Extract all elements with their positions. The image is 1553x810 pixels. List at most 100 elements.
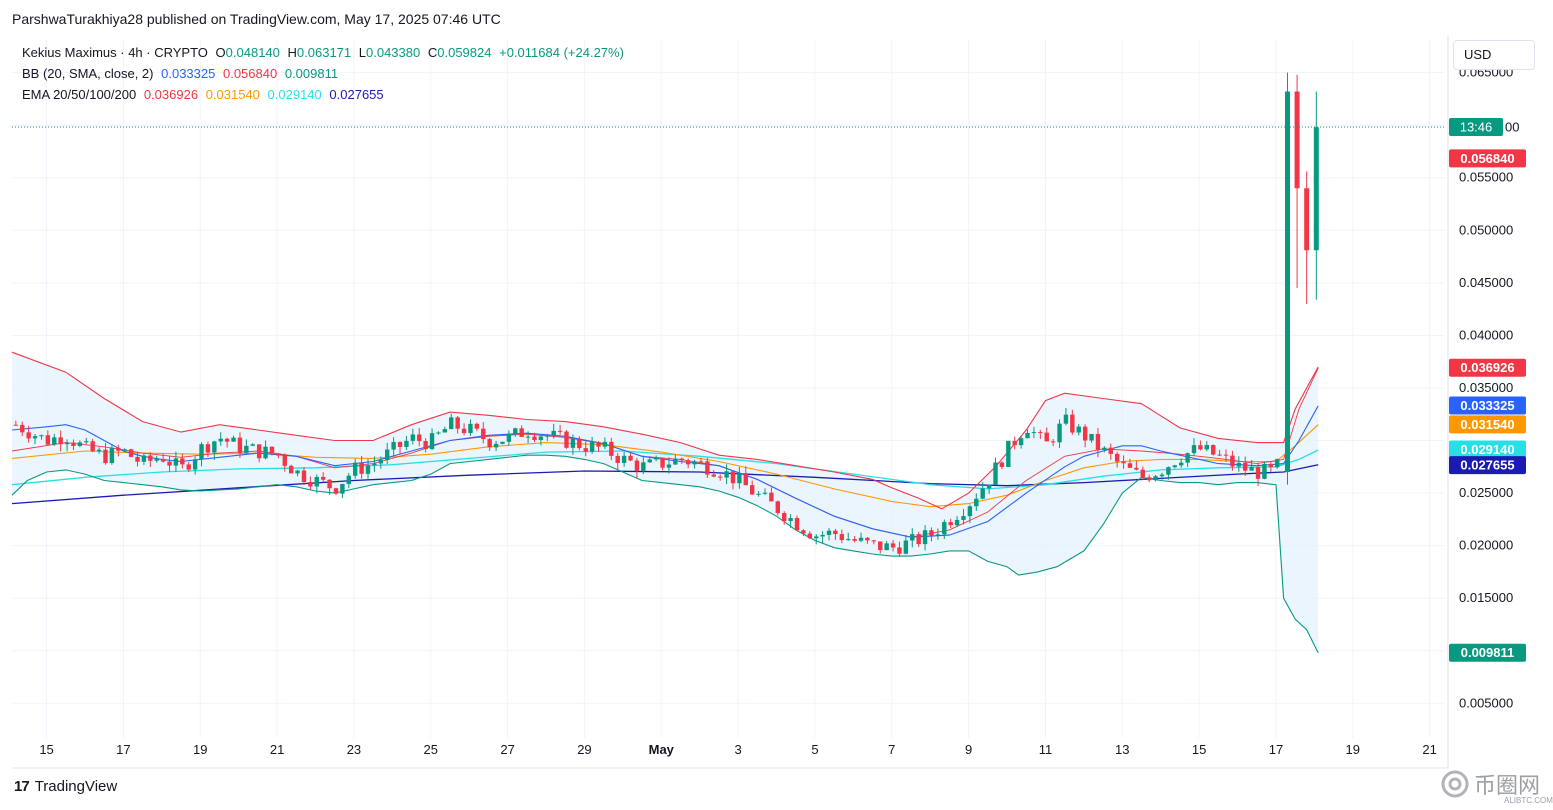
candle-body bbox=[353, 462, 358, 476]
tradingview-brand[interactable]: 17 TradingView bbox=[14, 778, 117, 795]
candle-body bbox=[628, 455, 633, 461]
candle-body bbox=[807, 533, 813, 539]
x-tick-label: 11 bbox=[1039, 742, 1053, 757]
candle-body bbox=[128, 449, 134, 457]
candle-body bbox=[679, 458, 684, 461]
candle-body bbox=[58, 437, 63, 445]
candle-body bbox=[340, 483, 345, 494]
candle-body bbox=[135, 456, 140, 462]
candle-body bbox=[801, 530, 806, 534]
candle-body bbox=[660, 457, 665, 468]
bollinger-band-fill bbox=[12, 352, 1319, 653]
price-label-text: 0.033325 bbox=[1460, 398, 1514, 413]
candle-body bbox=[295, 470, 300, 474]
y-tick-label: 0.055000 bbox=[1459, 170, 1513, 185]
candle-body bbox=[1191, 445, 1197, 454]
candle-body bbox=[929, 530, 934, 536]
candle-body bbox=[596, 442, 601, 447]
ema200-line bbox=[11, 464, 1319, 505]
ema100-line bbox=[11, 449, 1319, 490]
candle-body bbox=[141, 455, 147, 462]
candle-body bbox=[1217, 454, 1222, 456]
candle-body bbox=[333, 488, 339, 494]
currency-button[interactable]: USD bbox=[1453, 40, 1535, 70]
candle-body bbox=[922, 530, 928, 545]
candle-body bbox=[474, 423, 480, 429]
candle-body bbox=[308, 481, 313, 487]
spike-candle-body bbox=[1294, 91, 1300, 189]
candle-body bbox=[218, 438, 223, 442]
candle-body bbox=[96, 449, 102, 452]
candle-body bbox=[865, 537, 870, 541]
candle-body bbox=[948, 522, 953, 526]
candle-body bbox=[615, 455, 620, 463]
candle-body bbox=[903, 540, 909, 554]
candle-body bbox=[359, 462, 364, 474]
brand-name: TradingView bbox=[34, 778, 118, 795]
watermark: 币圈网 ALIBTC.COM bbox=[1440, 768, 1553, 805]
candle-body bbox=[775, 501, 781, 514]
candle-body bbox=[1230, 455, 1235, 467]
candle-body bbox=[301, 470, 307, 482]
candle-body bbox=[256, 444, 262, 459]
candle-body bbox=[916, 534, 921, 545]
candle-body bbox=[602, 441, 608, 447]
candle-body bbox=[724, 471, 729, 478]
candle-body bbox=[673, 458, 678, 465]
candle-body bbox=[538, 436, 544, 441]
candle-body bbox=[1236, 462, 1242, 467]
candle-body bbox=[986, 484, 992, 489]
candle-body bbox=[833, 530, 838, 535]
x-tick-label: 7 bbox=[888, 742, 895, 757]
y-tick-label: 0.040000 bbox=[1459, 327, 1513, 342]
price-label-box bbox=[1449, 456, 1526, 475]
candle-body bbox=[13, 424, 19, 426]
bb-legend[interactable]: BB (20, SMA, close, 2) 0.033325 0.056840… bbox=[22, 66, 342, 81]
candle-body bbox=[231, 437, 236, 442]
bb-upper-value: 0.056840 bbox=[222, 66, 278, 81]
candle-body bbox=[1050, 441, 1056, 443]
candle-body bbox=[1102, 447, 1107, 450]
price-label-text: 0.031540 bbox=[1460, 417, 1514, 432]
ema-legend[interactable]: EMA 20/50/100/200 0.036926 0.031540 0.02… bbox=[22, 87, 388, 102]
price-label-box bbox=[1449, 643, 1526, 662]
x-tick-label: 21 bbox=[1422, 742, 1436, 757]
x-tick-label: 25 bbox=[424, 742, 438, 757]
candle-body bbox=[320, 476, 326, 480]
candle-body bbox=[167, 461, 172, 466]
candle-body bbox=[1070, 414, 1075, 433]
candle-body bbox=[84, 441, 89, 443]
candle-body bbox=[1134, 467, 1139, 470]
candle-body bbox=[551, 430, 556, 436]
candle-body bbox=[1166, 467, 1171, 475]
ema20-line bbox=[11, 367, 1319, 538]
candle-body bbox=[1076, 426, 1081, 433]
candle-body bbox=[692, 461, 697, 465]
price-label-text: 0.029140 bbox=[1460, 442, 1514, 457]
candle-body bbox=[20, 424, 25, 433]
symbol-name: Kekius Maximus · 4h · CRYPTO bbox=[22, 45, 208, 60]
candle-body bbox=[788, 518, 793, 522]
candle-body bbox=[397, 441, 403, 447]
change-value: +0.011684 (+24.27%) bbox=[499, 45, 624, 60]
low-label: L bbox=[358, 45, 366, 60]
candle-body bbox=[224, 438, 230, 442]
candle-body bbox=[1204, 444, 1210, 450]
candle-body bbox=[423, 441, 428, 450]
candle-body bbox=[404, 440, 409, 447]
low-value: 0.043380 bbox=[366, 45, 421, 60]
countdown-box bbox=[1449, 117, 1503, 136]
candle-body bbox=[468, 423, 473, 434]
symbol-legend[interactable]: Kekius Maximus · 4h · CRYPTO O0.048140 H… bbox=[22, 45, 628, 60]
candle-body bbox=[1243, 462, 1248, 471]
spike-candle-body bbox=[1304, 188, 1310, 251]
x-tick-label: 23 bbox=[347, 742, 361, 757]
candle-body bbox=[878, 541, 883, 551]
x-tick-label: 19 bbox=[193, 742, 207, 757]
candle-body bbox=[442, 429, 448, 433]
candle-body bbox=[942, 522, 947, 535]
open-label: O bbox=[215, 45, 226, 60]
candle-body bbox=[32, 436, 38, 439]
candle-body bbox=[564, 431, 569, 448]
